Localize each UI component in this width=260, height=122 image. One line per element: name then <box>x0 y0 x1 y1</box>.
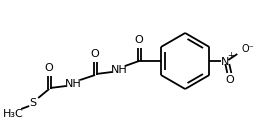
Text: O: O <box>225 75 234 85</box>
Text: +: + <box>227 51 234 61</box>
Text: NH: NH <box>111 65 127 75</box>
Text: O: O <box>135 35 143 45</box>
Text: O: O <box>45 63 54 73</box>
Text: NH: NH <box>65 79 81 89</box>
Text: O⁻: O⁻ <box>241 44 254 54</box>
Text: H₃C: H₃C <box>3 109 24 119</box>
Text: O: O <box>91 49 99 59</box>
Text: S: S <box>30 98 37 108</box>
Text: N: N <box>221 57 230 67</box>
